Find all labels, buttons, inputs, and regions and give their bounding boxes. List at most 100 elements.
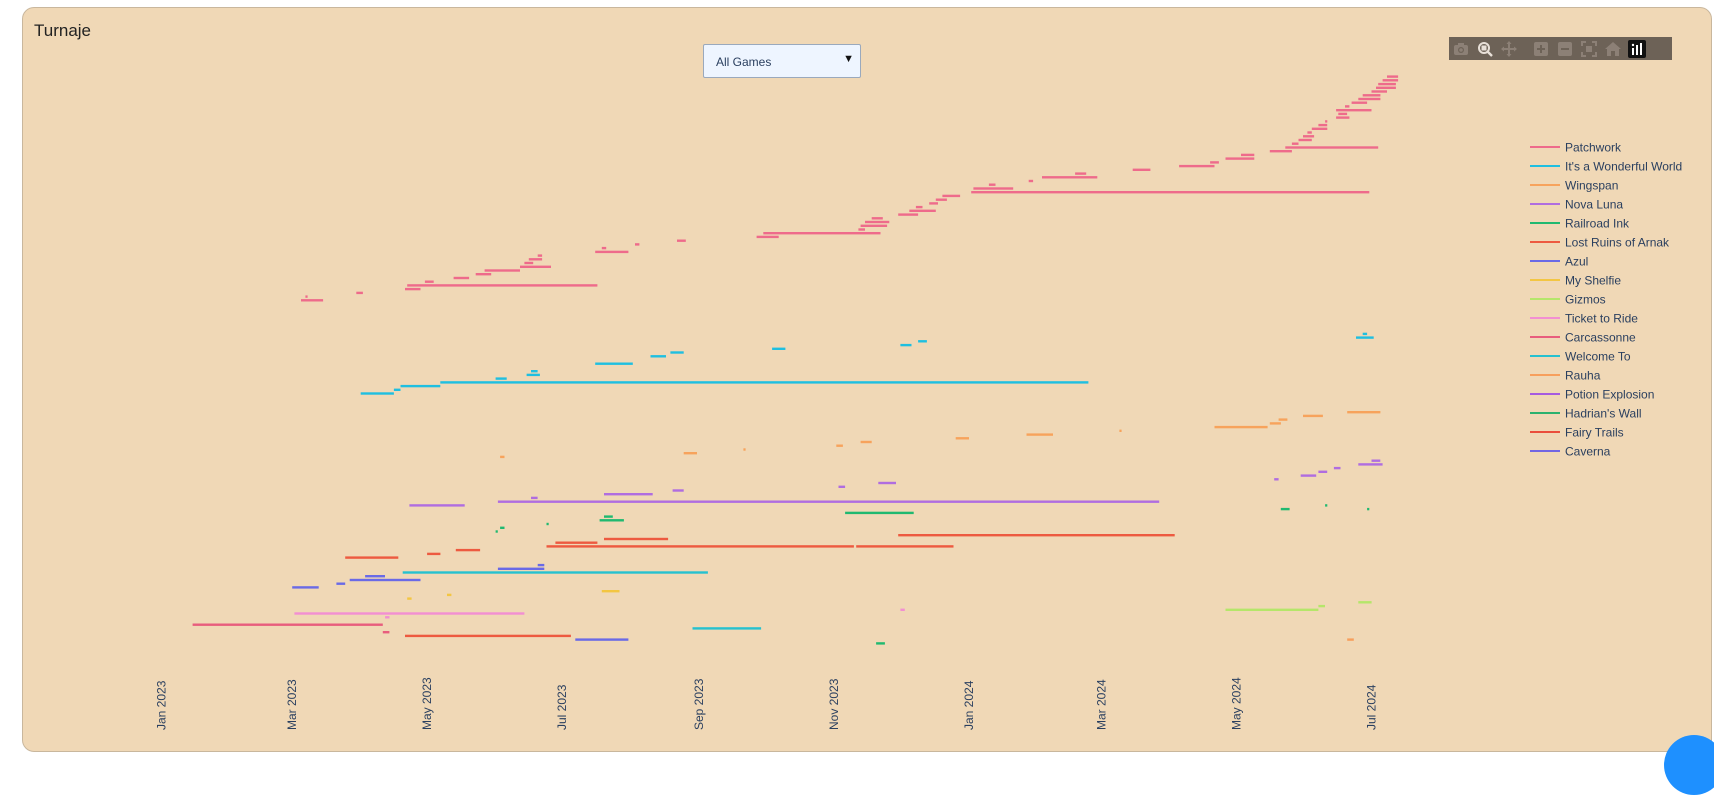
- bar-5-7[interactable]: [898, 534, 1175, 537]
- bar-2-0[interactable]: [500, 455, 505, 459]
- bar-5-2[interactable]: [455, 548, 481, 552]
- bar-1-12[interactable]: [918, 340, 927, 343]
- bar-4-8[interactable]: [1367, 507, 1370, 511]
- legend-item[interactable]: Azul: [1530, 255, 1588, 269]
- bar-1-11[interactable]: [900, 343, 912, 347]
- bar-0-18[interactable]: [763, 232, 881, 235]
- bar-4-1[interactable]: [500, 526, 505, 529]
- bar-1-10[interactable]: [772, 347, 786, 350]
- bar-0-25[interactable]: [915, 205, 923, 209]
- legend-item[interactable]: Fairy Trails: [1530, 426, 1624, 440]
- bar-0-34[interactable]: [1075, 172, 1087, 175]
- bar-4-7[interactable]: [1325, 504, 1328, 507]
- bar-0-27[interactable]: [935, 198, 947, 201]
- bar-0-44[interactable]: [1303, 135, 1315, 138]
- legend-item[interactable]: Gizmos: [1530, 293, 1606, 307]
- bar-6-3[interactable]: [365, 575, 385, 578]
- bar-0-29[interactable]: [971, 191, 1370, 194]
- bar-0-52[interactable]: [1345, 105, 1350, 108]
- bar-5-0[interactable]: [345, 556, 399, 559]
- bar-1-7[interactable]: [595, 362, 633, 365]
- legend-item[interactable]: Welcome To: [1530, 350, 1631, 364]
- bar-11-1[interactable]: [692, 627, 762, 630]
- bar-4-4[interactable]: [604, 515, 613, 518]
- bar-0-36[interactable]: [1179, 164, 1215, 168]
- bar-0-43[interactable]: [1298, 138, 1312, 142]
- bar-0-16[interactable]: [677, 239, 686, 242]
- bar-0-47[interactable]: [1318, 123, 1328, 127]
- bar-0-12[interactable]: [537, 254, 543, 257]
- bar-0-15[interactable]: [635, 243, 640, 246]
- timeline-chart[interactable]: Jan 2023 Mar 2023 May 2023 Jul 2023 Sep 2023…: [0, 0, 1714, 758]
- bar-0-54[interactable]: [1358, 97, 1381, 101]
- bar-0-55[interactable]: [1362, 94, 1381, 97]
- legend-item[interactable]: Patchwork: [1530, 141, 1622, 155]
- bar-9-2[interactable]: [900, 608, 905, 611]
- bar-0-17[interactable]: [756, 235, 779, 239]
- bar-2-2[interactable]: [743, 448, 746, 451]
- zoom-out-icon[interactable]: [1553, 37, 1577, 60]
- legend-item[interactable]: Railroad Ink: [1530, 217, 1630, 231]
- bar-10-1[interactable]: [382, 631, 390, 634]
- bar-0-48[interactable]: [1325, 120, 1328, 123]
- bar-0-1[interactable]: [305, 295, 308, 298]
- bar-0-11[interactable]: [528, 258, 543, 261]
- bar-0-59[interactable]: [1382, 79, 1399, 82]
- bar-0-7[interactable]: [475, 273, 492, 276]
- bar-0-26[interactable]: [929, 202, 938, 205]
- bar-2-9[interactable]: [1269, 422, 1281, 425]
- bar-8-1[interactable]: [1318, 604, 1325, 608]
- bar-8-2[interactable]: [1358, 601, 1372, 604]
- floating-action-button[interactable]: [1664, 735, 1714, 795]
- bar-0-53[interactable]: [1351, 101, 1368, 104]
- bar-0-50[interactable]: [1338, 112, 1348, 116]
- bar-0-56[interactable]: [1371, 90, 1388, 93]
- bar-4-6[interactable]: [1280, 507, 1290, 511]
- legend-item[interactable]: Lost Ruins of Arnak: [1530, 236, 1670, 250]
- bar-6-5[interactable]: [537, 563, 545, 567]
- bar-0-40[interactable]: [1269, 150, 1292, 153]
- bar-5-1[interactable]: [427, 552, 441, 556]
- bar-11-0[interactable]: [402, 571, 708, 574]
- bar-7-1[interactable]: [447, 593, 452, 597]
- bar-3-12[interactable]: [1371, 459, 1381, 462]
- plotly-logo-icon[interactable]: [1625, 37, 1649, 60]
- bar-2-7[interactable]: [1119, 429, 1122, 432]
- bar-0-31[interactable]: [988, 183, 996, 186]
- bar-0-39[interactable]: [1241, 153, 1255, 157]
- bar-6-2[interactable]: [349, 578, 421, 582]
- bar-5-6[interactable]: [856, 545, 954, 548]
- bar-3-2[interactable]: [531, 496, 538, 500]
- bar-2-1[interactable]: [683, 452, 697, 455]
- bar-5-5[interactable]: [604, 537, 669, 541]
- bar-0-3[interactable]: [405, 287, 421, 291]
- bar-0-21[interactable]: [865, 220, 890, 224]
- legend-item[interactable]: Rauha: [1530, 369, 1601, 383]
- bar-0-23[interactable]: [898, 213, 919, 216]
- bar-3-3[interactable]: [604, 493, 653, 496]
- bar-4-5[interactable]: [845, 511, 914, 515]
- bar-3-1[interactable]: [497, 500, 1160, 503]
- legend-item[interactable]: My Shelfie: [1530, 274, 1621, 288]
- bar-2-6[interactable]: [1026, 433, 1054, 436]
- bar-0-22[interactable]: [871, 217, 883, 220]
- bar-0-14[interactable]: [601, 246, 607, 250]
- bar-0-57[interactable]: [1376, 86, 1396, 89]
- bar-0-5[interactable]: [424, 280, 434, 283]
- bar-0-19[interactable]: [858, 228, 865, 231]
- bar-3-7[interactable]: [1274, 478, 1279, 481]
- bar-0-46[interactable]: [1311, 127, 1328, 130]
- autoscale-icon[interactable]: [1577, 37, 1601, 60]
- bar-0-49[interactable]: [1336, 116, 1350, 119]
- bar-1-3[interactable]: [440, 381, 1089, 384]
- legend-item[interactable]: Caverna: [1530, 445, 1611, 459]
- bar-0-28[interactable]: [942, 194, 961, 198]
- bar-2-8[interactable]: [1214, 425, 1268, 429]
- bar-1-8[interactable]: [650, 355, 667, 358]
- legend-item[interactable]: Carcassonne: [1530, 331, 1636, 345]
- bar-0-41[interactable]: [1285, 146, 1379, 149]
- legend-item[interactable]: Ticket to Ride: [1530, 312, 1638, 326]
- bar-0-51[interactable]: [1336, 109, 1372, 112]
- bar-10-0[interactable]: [192, 623, 383, 626]
- legend-item[interactable]: It's a Wonderful World: [1530, 160, 1682, 174]
